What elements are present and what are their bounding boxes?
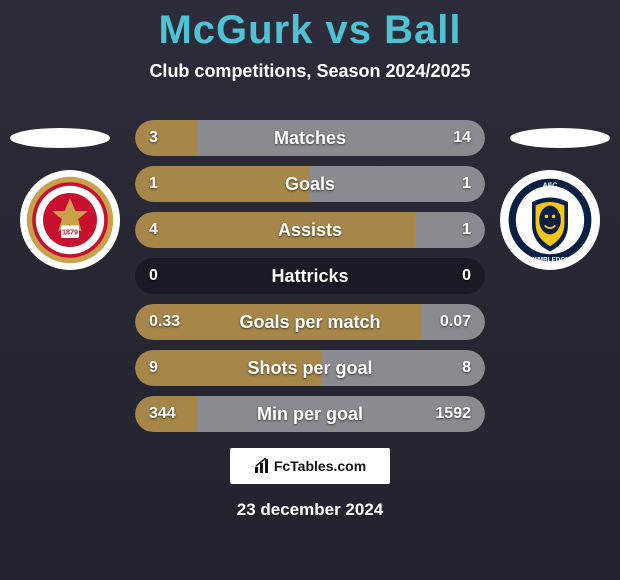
stat-label: Assists [135, 212, 485, 248]
nation-ellipse-right [510, 128, 610, 148]
stat-row: 3Matches14 [135, 120, 485, 156]
stat-label: Matches [135, 120, 485, 156]
club-logo-left: 1879 [20, 170, 120, 270]
afc-wimbledon-crest-icon: AFC WIMBLEDON [505, 175, 595, 265]
club-logo-right: AFC WIMBLEDON [500, 170, 600, 270]
brand-badge: FcTables.com [230, 448, 390, 484]
stat-label: Shots per goal [135, 350, 485, 386]
player-left-name: McGurk [158, 8, 313, 52]
stat-row: 0.33Goals per match0.07 [135, 304, 485, 340]
stat-label: Hattricks [135, 258, 485, 294]
svg-text:AFC: AFC [543, 181, 558, 190]
chart-icon [254, 458, 270, 474]
stat-value-right: 0 [462, 258, 471, 294]
player-right-name: Ball [384, 8, 461, 52]
stat-value-right: 8 [462, 350, 471, 386]
subtitle: Club competitions, Season 2024/2025 [0, 61, 620, 82]
stat-row: 4Assists1 [135, 212, 485, 248]
svg-text:WIMBLEDON: WIMBLEDON [530, 256, 570, 263]
vs-text: vs [326, 8, 373, 52]
stat-value-right: 0.07 [440, 304, 471, 340]
stat-row: 9Shots per goal8 [135, 350, 485, 386]
stat-label: Min per goal [135, 396, 485, 432]
stat-label: Goals [135, 166, 485, 202]
date-text: 23 december 2024 [0, 500, 620, 520]
stat-row: 344Min per goal1592 [135, 396, 485, 432]
page-title: McGurk vs Ball [0, 8, 620, 53]
stat-row: 0Hattricks0 [135, 258, 485, 294]
stat-value-right: 1592 [435, 396, 471, 432]
nation-ellipse-left [10, 128, 110, 148]
stat-value-right: 14 [453, 120, 471, 156]
stat-row: 1Goals1 [135, 166, 485, 202]
header: McGurk vs Ball Club competitions, Season… [0, 0, 620, 82]
svg-text:1879: 1879 [62, 227, 78, 236]
stat-value-right: 1 [462, 212, 471, 248]
brand-text: FcTables.com [274, 458, 366, 474]
stat-bars: 3Matches141Goals14Assists10Hattricks00.3… [135, 120, 485, 442]
stat-value-right: 1 [462, 166, 471, 202]
swindon-crest-icon: 1879 [25, 175, 115, 265]
stat-label: Goals per match [135, 304, 485, 340]
